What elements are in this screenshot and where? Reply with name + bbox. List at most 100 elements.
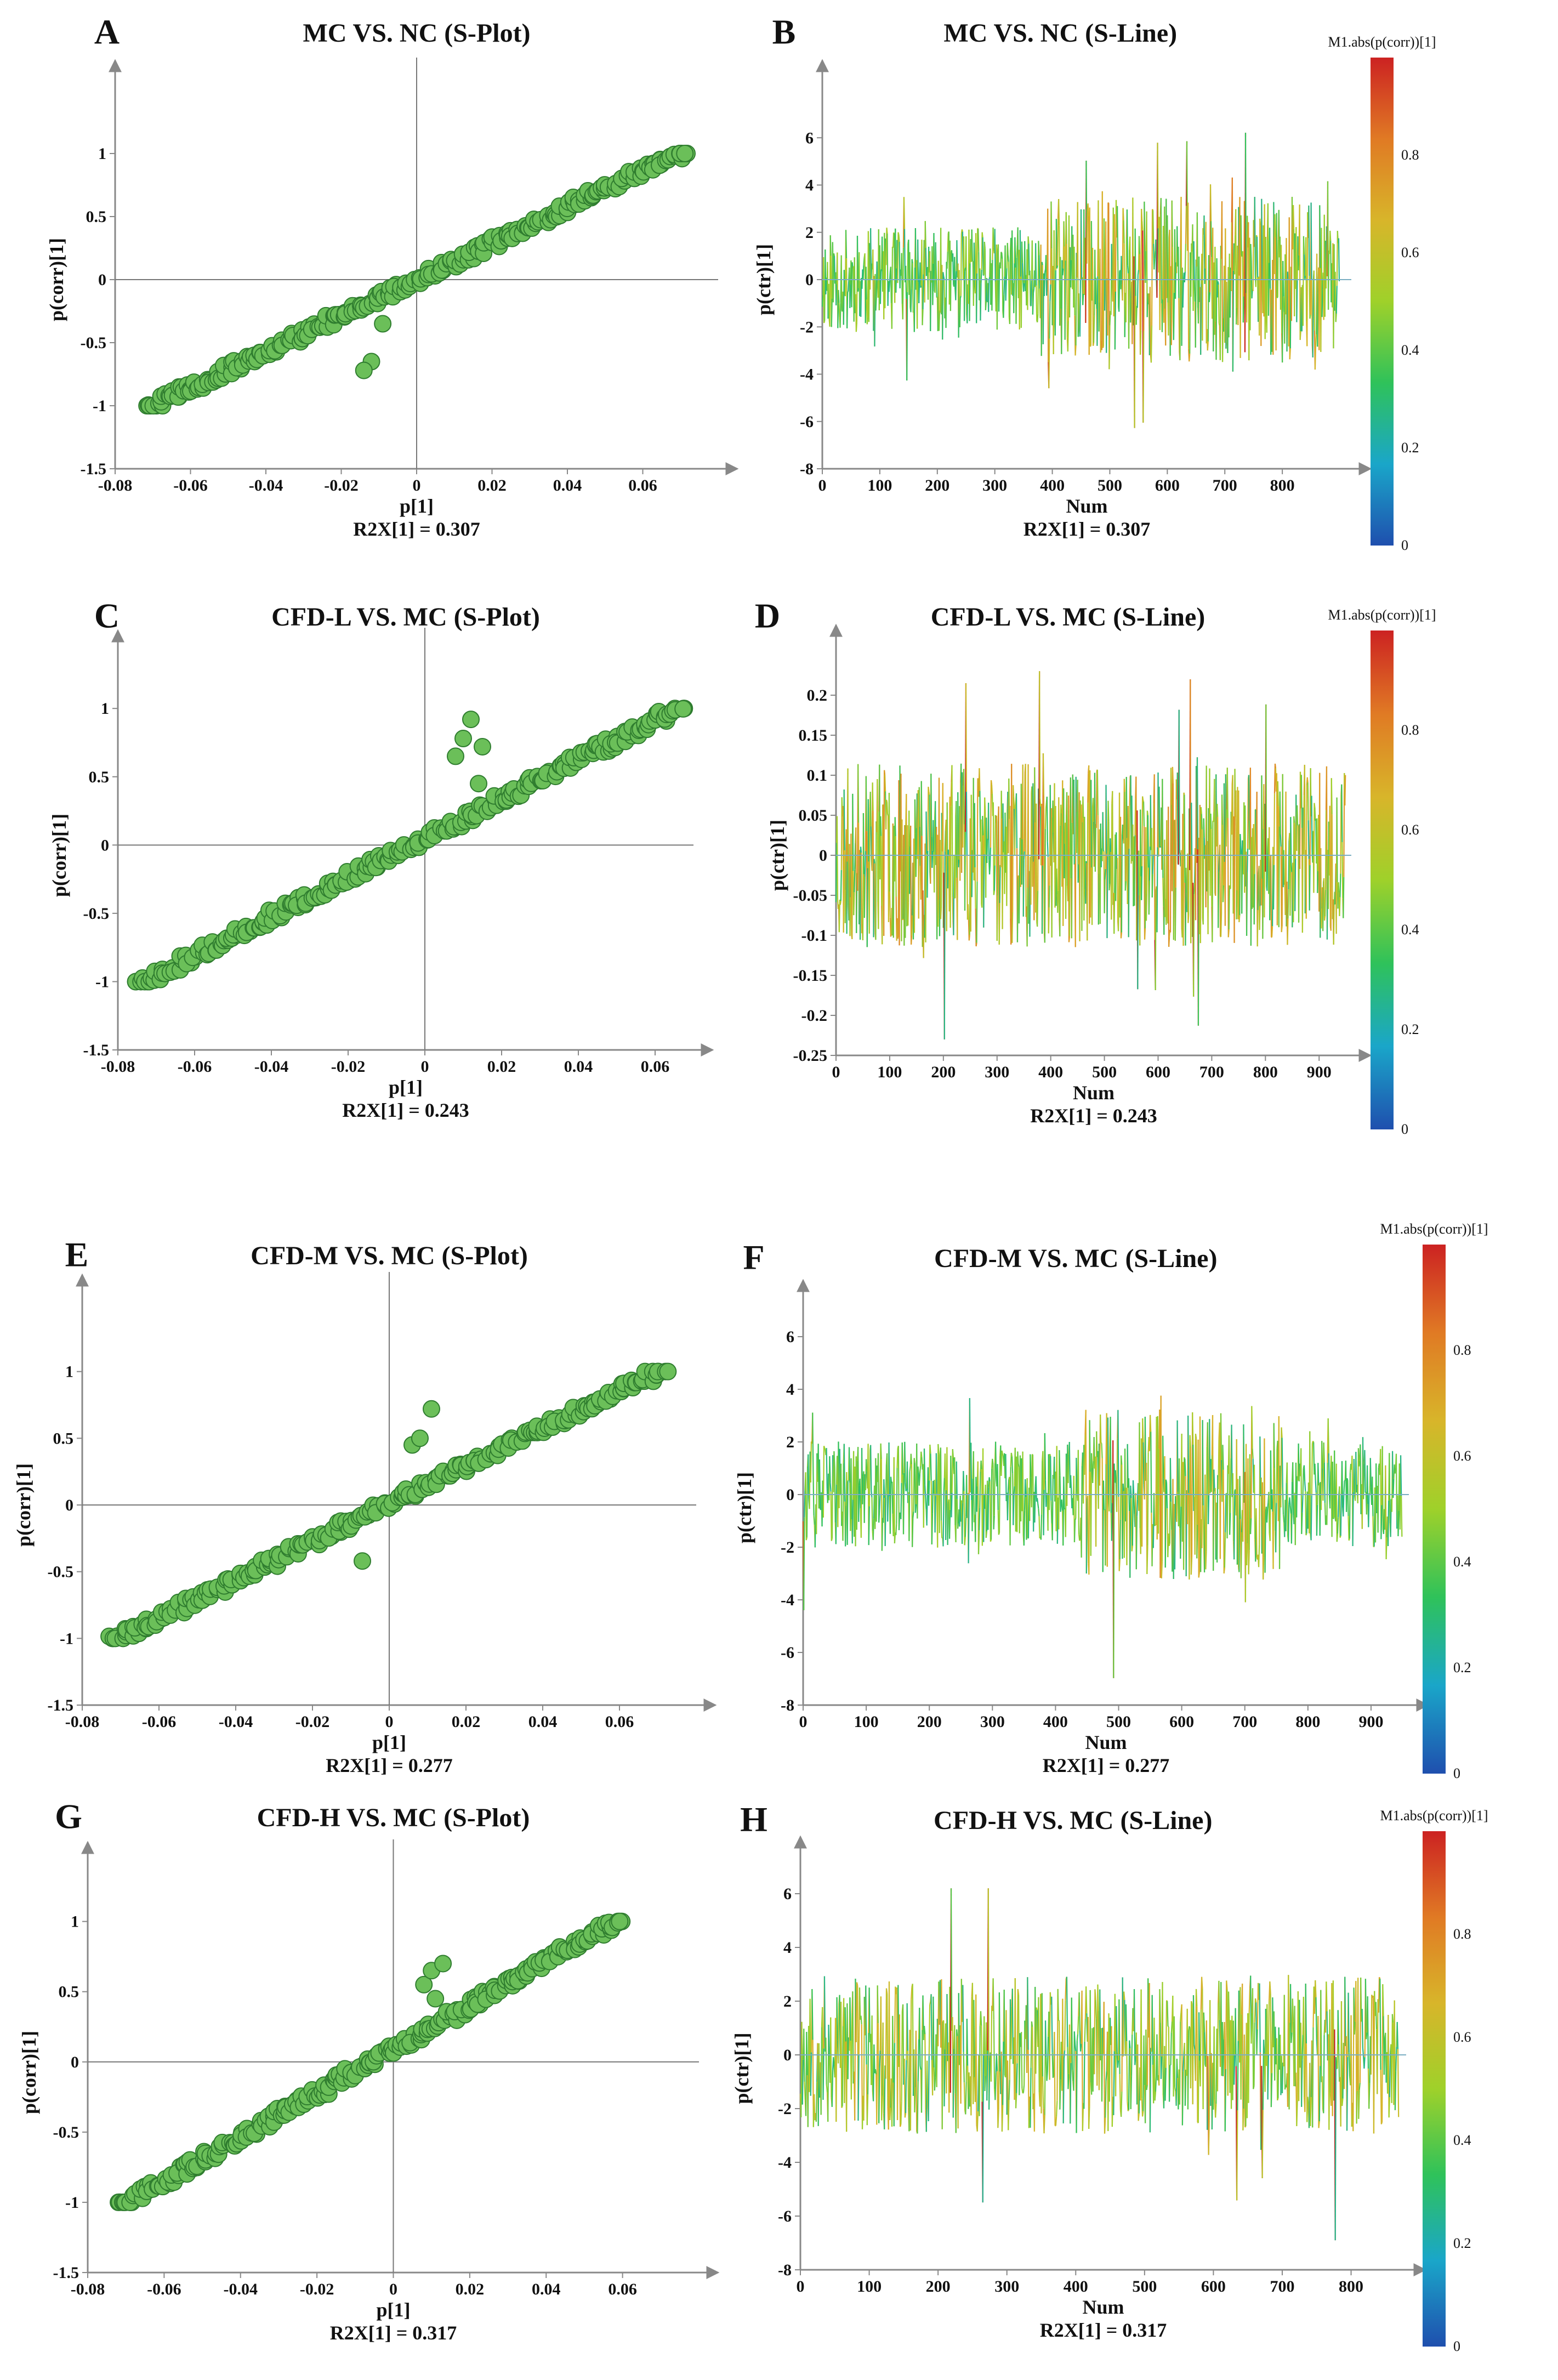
line-segment (918, 787, 920, 827)
x-axis-label: p[1] (400, 495, 434, 517)
line-segment (866, 868, 868, 947)
line-segment (1156, 847, 1158, 933)
line-segment (1045, 802, 1047, 809)
line-segment (1323, 2035, 1325, 2114)
y-tick-label: 1 (101, 700, 109, 718)
line-segment (1053, 230, 1055, 319)
line-segment (1105, 785, 1107, 854)
line-segment (1348, 2052, 1351, 2077)
line-segment (1189, 353, 1191, 362)
x-tick-label: 100 (857, 2277, 882, 2296)
colorbar-tick-label: 0.2 (1401, 440, 1419, 456)
line-segment (1290, 2032, 1293, 2043)
line-segment (896, 1448, 899, 1468)
line-segment (868, 1450, 871, 1507)
line-segment (903, 197, 906, 229)
y-tick-label: -0.25 (793, 1047, 828, 1065)
line-segment (831, 2070, 834, 2107)
line-segment (918, 1474, 921, 1486)
line-segment (1081, 1990, 1083, 2131)
line-segment (975, 942, 977, 947)
x-tick-label: 900 (1307, 1063, 1332, 1081)
line-segment (1102, 812, 1104, 850)
line-segment (1318, 2121, 1320, 2128)
line-segment (840, 255, 843, 311)
y-tick-label: 4 (783, 1939, 792, 1957)
scatter-point (427, 1990, 445, 2008)
line-segment (1131, 1546, 1133, 1552)
line-segment (1191, 803, 1193, 856)
line-segment (1016, 878, 1019, 942)
line-segment (1187, 1416, 1190, 1493)
line-segment (1044, 2020, 1047, 2058)
line-segment (1041, 865, 1044, 934)
line-segment (1089, 345, 1091, 347)
line-segment (1372, 1476, 1374, 1516)
line-segment (1276, 1448, 1278, 1503)
line-segment (888, 1981, 891, 2120)
line-segment (808, 1454, 810, 1499)
line-segment (1116, 206, 1119, 261)
line-segment (963, 271, 966, 321)
line-segment (1250, 243, 1252, 260)
line-segment (1161, 299, 1164, 332)
line-segment (1290, 863, 1293, 872)
line-segment (897, 232, 899, 283)
x-tick-label: 800 (1270, 476, 1295, 495)
x-axis-label: p[1] (389, 1076, 423, 1098)
x-tick-label: 400 (1040, 476, 1065, 495)
line-segment (1045, 1493, 1048, 1507)
y-axis-label: p(ctr)[1] (733, 1472, 755, 1543)
line-segment (1014, 1978, 1017, 2109)
line-segment (947, 849, 949, 856)
line-segment (1036, 285, 1038, 321)
x-tick-label: 0.06 (628, 476, 657, 495)
panel-d: D CFD-L VS. MC (S-Line)0 100 200 300 400 500 60… (755, 597, 1436, 1137)
line-segment (1192, 1412, 1194, 1445)
x-tick-label: 0.02 (452, 1713, 481, 1731)
line-segment (1226, 1980, 1228, 1990)
y-tick-label: 2 (786, 1433, 794, 1451)
line-segment (1170, 2032, 1172, 2065)
line-segment (1068, 936, 1071, 942)
y-tick-label: -0.15 (793, 967, 828, 985)
line-segment (1218, 872, 1220, 928)
line-segment (1332, 1517, 1334, 1519)
line-segment (1125, 2004, 1128, 2042)
line-segment (1239, 834, 1241, 916)
line-segment (990, 1468, 993, 1540)
line-segment (848, 281, 850, 292)
line-segment (1130, 1498, 1133, 1552)
line-segment (835, 843, 838, 902)
line-segment (1132, 1480, 1135, 1494)
line-segment (1281, 1438, 1283, 1488)
x-tick-label: -0.06 (147, 2280, 181, 2298)
line-segment (822, 257, 825, 323)
scatter-point (674, 700, 692, 718)
line-segment (865, 266, 867, 300)
r2x-label: R2X[1] = 0.277 (1043, 1754, 1170, 1776)
line-segment (1054, 2032, 1056, 2126)
line-segment (1160, 198, 1162, 304)
line-segment (1340, 2001, 1343, 2106)
line-segment (1323, 916, 1326, 921)
line-segment (1152, 803, 1155, 855)
line-segment (1246, 848, 1249, 873)
line-segment (1218, 323, 1220, 326)
line-segment (934, 816, 936, 893)
line-segment (1255, 235, 1258, 237)
line-segment (1159, 1989, 1161, 2023)
line-segment (1293, 816, 1295, 923)
y-tick-label: 6 (805, 129, 814, 147)
line-segment (877, 1453, 880, 1523)
line-segment (1087, 803, 1089, 941)
line-segment (1128, 805, 1130, 849)
line-segment (1120, 932, 1123, 939)
line-segment (1044, 809, 1047, 829)
line-segment (909, 846, 911, 894)
panel-letter: B (772, 13, 796, 52)
line-segment (1273, 793, 1276, 865)
line-segment (1122, 1484, 1124, 1559)
line-segment (1314, 345, 1317, 370)
line-segment (1364, 1450, 1366, 1493)
